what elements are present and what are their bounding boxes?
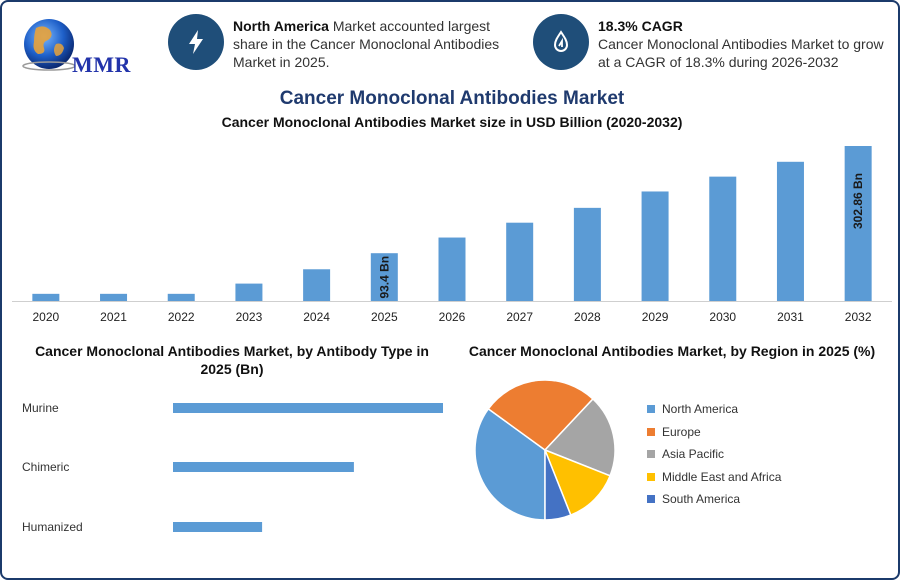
antibody-chart-title: Cancer Monoclonal Antibodies Market, by … [35,343,429,377]
bar-2030 [709,176,737,301]
bar-data-label: 302.86 Bn [851,173,865,229]
page-subtitle: Cancer Monoclonal Antibodies Market size… [221,114,683,130]
info-cagr: 18.3% CAGR Cancer Monoclonal Antibodies M… [533,14,893,71]
hbar-murine [173,403,443,413]
pie-slice-asia-pacific [543,397,616,477]
region-chart-title: Cancer Monoclonal Antibodies Market, by … [468,343,876,359]
logo-text: MMR [72,52,131,77]
legend-label: Middle East and Africa [662,469,782,484]
x-tick-label: 2031 [777,310,804,324]
hbar-label-humanized: Humanized [22,520,83,534]
bar-2031 [776,161,804,301]
growth-icon [533,14,589,70]
legend-label: Europe [662,424,701,439]
pie-slice-north-america [474,407,546,521]
x-tick-label: 2020 [32,310,59,324]
bar-2020 [32,293,60,301]
hbar-chimeric [173,462,354,472]
x-tick-label: 2023 [236,310,263,324]
info-north-america-text: North America Market accounted largest s… [233,18,500,70]
bar-2029 [641,191,669,301]
x-tick-label: 2026 [439,310,466,324]
legend-item: Europe [647,421,781,444]
lightning-icon [168,14,224,70]
page-title: Cancer Monoclonal Antibodies Market [279,88,625,109]
info-north-america: North America Market accounted largest s… [168,14,518,71]
legend-item: Asia Pacific [647,443,781,466]
pie-slice-europe [487,379,594,451]
market-size-chart: 2020 2021 2022 2023 2024 2025 93.4 Bn 2026 2027 2… [12,146,892,324]
bar-2027 [506,222,534,301]
legend-swatch [647,427,655,436]
legend-label: Asia Pacific [662,447,725,462]
pie-slice-south-america [544,449,572,521]
legend-swatch [647,450,655,459]
x-tick-label: 2025 [371,310,398,324]
hbar-label-murine: Murine [22,401,59,415]
bar-2024 [303,269,331,301]
legend-item: Middle East and Africa [647,466,781,489]
x-tick-label: 2032 [845,310,872,324]
region-legend: North America Europe Asia Pacific Middle Ea… [647,398,781,511]
x-tick-label: 2024 [303,310,330,324]
bar-2026 [438,237,466,301]
legend-swatch [647,472,655,481]
bar-2028 [573,207,601,301]
hbar-label-chimeric: Chimeric [22,460,70,474]
legend-label: South America [662,492,741,507]
bar-data-label: 93.4 Bn [377,256,391,299]
bar-2032 [844,146,872,301]
bar-2021 [100,293,128,301]
legend-swatch [647,495,655,504]
pie-slice-middle-east-and-africa [543,448,612,517]
legend-item: South America [647,488,781,511]
x-tick-label: 2022 [168,310,195,324]
bar-2023 [235,283,263,301]
info-cagr-text: 18.3% CAGR Cancer Monoclonal Antibodies M… [598,18,884,70]
bar-2022 [167,293,195,301]
legend-item: North America [647,398,781,421]
x-tick-label: 2028 [574,310,601,324]
bar-2025 [370,253,398,301]
globe-icon [22,19,76,71]
mmr-logo: MMR [16,14,141,79]
legend-label: North America [662,402,739,417]
x-tick-label: 2027 [506,310,533,324]
x-tick-label: 2029 [642,310,669,324]
x-tick-label: 2030 [709,310,736,324]
x-tick-label: 2021 [100,310,127,324]
legend-swatch [647,405,655,414]
hbar-humanized [173,522,263,532]
